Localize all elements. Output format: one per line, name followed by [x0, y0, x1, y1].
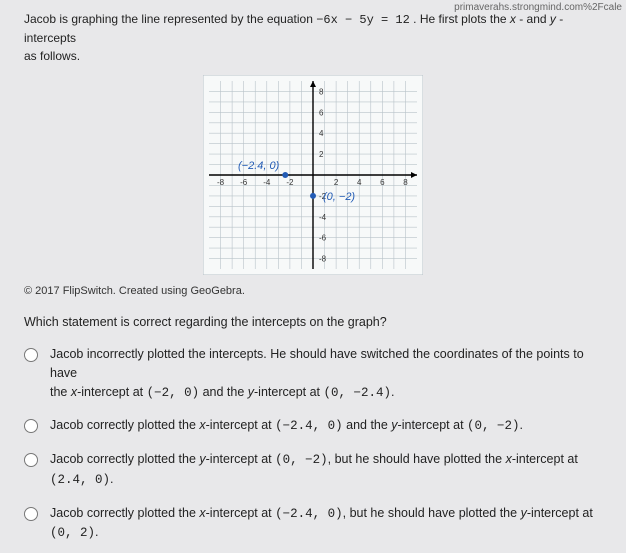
choice-a-l2b: -intercept at: [77, 385, 146, 399]
choice-b-period: .: [520, 418, 523, 432]
choice-d-text: Jacob correctly plotted the x-intercept …: [50, 504, 593, 544]
choice-a-text: Jacob incorrectly plotted the intercepts…: [50, 345, 602, 402]
radio-icon: [24, 348, 38, 362]
choice-c-l4: -intercept at: [512, 452, 578, 466]
choice-d-period: .: [95, 525, 98, 539]
choice-b-l2: -intercept at: [206, 418, 275, 432]
choice-b-text: Jacob correctly plotted the x-intercept …: [50, 416, 523, 436]
choice-b-pt2: (0, −2): [467, 419, 520, 433]
choice-a-l2c: and the: [199, 385, 248, 399]
stem-equation: −6x − 5y = 12: [316, 13, 410, 27]
stem-text-a: Jacob is graphing the line represented b…: [24, 12, 316, 26]
choice-b[interactable]: Jacob correctly plotted the x-intercept …: [24, 416, 602, 436]
choice-a-l2d: -intercept at: [254, 385, 323, 399]
radio-icon: [24, 507, 38, 521]
choice-c-pt2: (2.4, 0): [50, 473, 110, 487]
question-prompt: Which statement is correct regarding the…: [24, 315, 602, 329]
choice-a[interactable]: Jacob incorrectly plotted the intercepts…: [24, 345, 602, 402]
svg-text:8: 8: [319, 87, 324, 96]
svg-text:4: 4: [357, 178, 362, 187]
choice-a-pt2: (0, −2.4): [324, 386, 392, 400]
svg-text:(0, −2): (0, −2): [323, 191, 355, 203]
choice-a-l1: Jacob incorrectly plotted the intercepts…: [50, 347, 584, 380]
choice-a-pt1: (−2, 0): [147, 386, 200, 400]
choice-d-l4: -intercept at: [527, 506, 593, 520]
svg-text:-4: -4: [263, 178, 271, 187]
coordinate-graph: -8-6-4-22468-8-6-4-22468(−2.4, 0)(0, −2): [203, 75, 423, 275]
radio-icon: [24, 453, 38, 467]
choice-d-l1: Jacob correctly plotted the: [50, 506, 199, 520]
choice-c[interactable]: Jacob correctly plotted the y-intercept …: [24, 450, 602, 490]
svg-text:6: 6: [380, 178, 385, 187]
choice-a-l2a: the: [50, 385, 71, 399]
choice-b-l1: Jacob correctly plotted the: [50, 418, 199, 432]
choice-c-l2: -intercept at: [206, 452, 275, 466]
svg-text:2: 2: [319, 150, 324, 159]
svg-text:(−2.4, 0): (−2.4, 0): [238, 160, 280, 172]
choice-d-pt2: (0, 2): [50, 526, 95, 540]
svg-text:-4: -4: [319, 213, 327, 222]
svg-text:2: 2: [334, 178, 339, 187]
svg-text:-8: -8: [319, 255, 327, 264]
graph-credit: © 2017 FlipSwitch. Created using GeoGebr…: [24, 285, 602, 297]
svg-text:-6: -6: [319, 234, 327, 243]
url-fragment: primaverahs.strongmind.com%2Fcale: [450, 0, 626, 15]
radio-icon: [24, 419, 38, 433]
choice-d-l2: -intercept at: [206, 506, 275, 520]
choice-c-pt1: (0, −2): [275, 453, 328, 467]
choice-b-pt1: (−2.4, 0): [275, 419, 343, 433]
choice-c-l3: , but he should have plotted the: [328, 452, 506, 466]
choice-d-pt1: (−2.4, 0): [275, 507, 343, 521]
svg-text:-2: -2: [286, 178, 294, 187]
choice-b-l3: and the: [343, 418, 392, 432]
svg-text:8: 8: [403, 178, 408, 187]
graph-container: -8-6-4-22468-8-6-4-22468(−2.4, 0)(0, −2): [24, 75, 602, 275]
svg-text:6: 6: [319, 108, 324, 117]
choice-b-l4: -intercept at: [398, 418, 467, 432]
choice-c-period: .: [110, 472, 113, 486]
svg-text:-6: -6: [240, 178, 248, 187]
choice-d-l3: , but he should have plotted the: [343, 506, 521, 520]
answer-choices: Jacob incorrectly plotted the intercepts…: [24, 345, 602, 543]
choice-d[interactable]: Jacob correctly plotted the x-intercept …: [24, 504, 602, 544]
choice-c-text: Jacob correctly plotted the y-intercept …: [50, 450, 578, 490]
svg-text:-8: -8: [217, 178, 225, 187]
choice-a-period: .: [391, 385, 394, 399]
stem-line2: as follows.: [24, 49, 80, 63]
svg-text:4: 4: [319, 129, 324, 138]
choice-c-l1: Jacob correctly plotted the: [50, 452, 199, 466]
